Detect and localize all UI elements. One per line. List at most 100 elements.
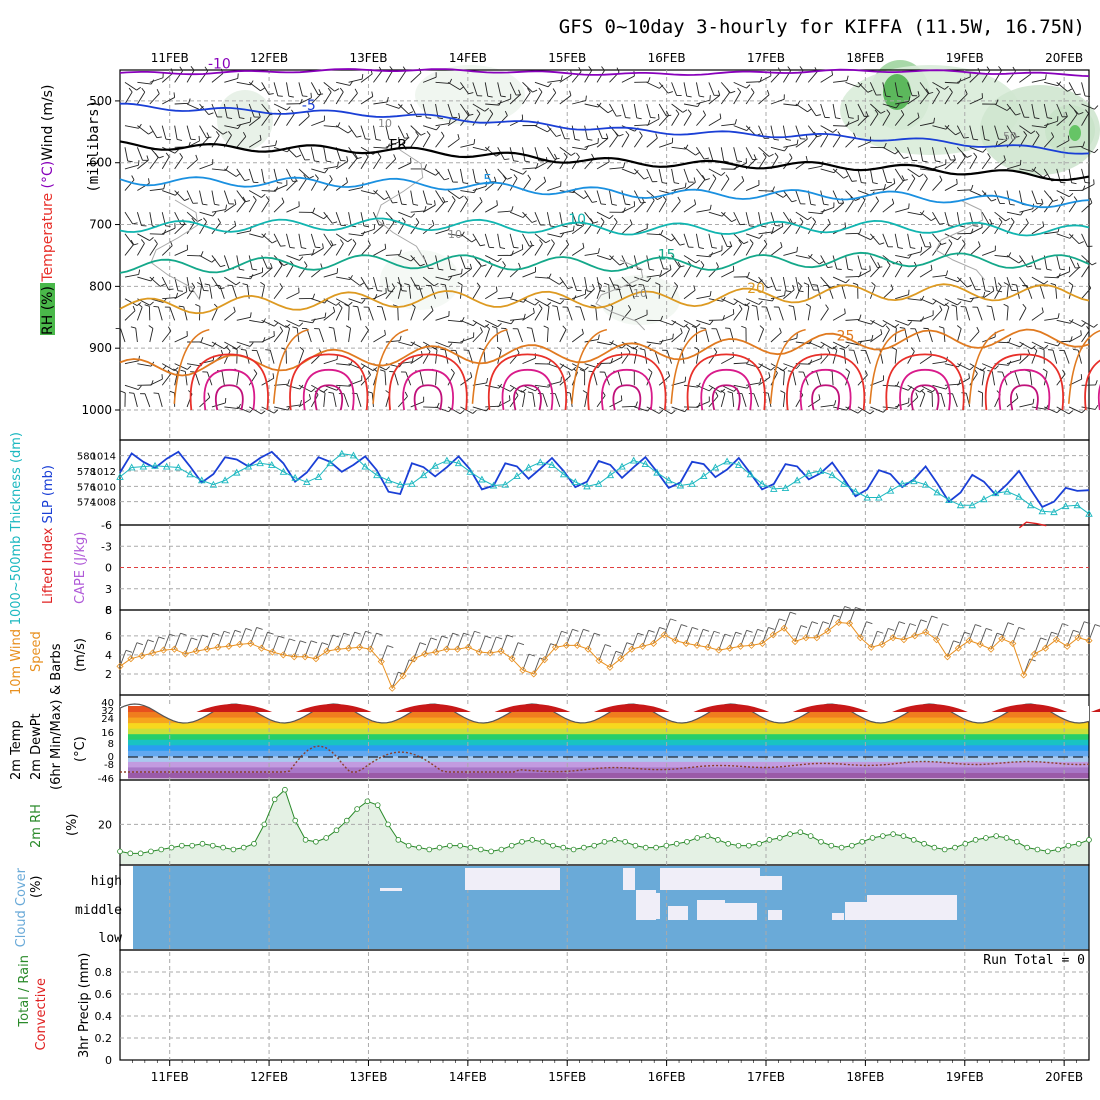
panel-frame-pr bbox=[119, 949, 1090, 1061]
wind-barb bbox=[348, 243, 357, 256]
wind-barb bbox=[360, 125, 366, 140]
wind-barb bbox=[1056, 233, 1071, 239]
wind-barb bbox=[708, 211, 723, 217]
wind-barb bbox=[273, 319, 287, 328]
wind-barb bbox=[484, 233, 490, 248]
temp-tick-label: -8 bbox=[104, 760, 114, 771]
wind-barb-flag bbox=[708, 387, 714, 392]
wind-barb bbox=[770, 71, 781, 83]
wind-barb-flag bbox=[992, 285, 995, 292]
wind-barb-flag bbox=[957, 235, 962, 241]
surface-heat-contour bbox=[686, 353, 766, 411]
wind-barb bbox=[286, 233, 291, 248]
wind-barb-flag bbox=[715, 262, 719, 268]
wind-barb-flag bbox=[177, 290, 183, 292]
wind-barb-flag bbox=[788, 305, 794, 307]
wind-barb-flag bbox=[1049, 196, 1054, 202]
wind-barb bbox=[496, 327, 499, 343]
wind-barb-flag bbox=[433, 283, 439, 287]
wind-barb-flag bbox=[1034, 117, 1040, 120]
wind-barb-flag bbox=[163, 229, 167, 235]
wind-barb-flag bbox=[827, 266, 833, 269]
wind-barb-flag bbox=[526, 327, 532, 329]
wind-barb-flag bbox=[332, 221, 338, 224]
wind-barb bbox=[981, 290, 995, 300]
wind-barb bbox=[944, 159, 956, 170]
wind-barb-flag bbox=[1067, 135, 1070, 141]
wind-barb-flag bbox=[660, 229, 664, 235]
thickness-tick-label: 580 bbox=[77, 452, 96, 463]
date-label-top: 16FEB bbox=[648, 51, 686, 65]
wind-barb-flag bbox=[746, 84, 751, 89]
wind-speed-point bbox=[355, 643, 364, 651]
wind-barb-flag bbox=[424, 205, 427, 212]
wind-barb-flag bbox=[998, 217, 1003, 223]
wind-barb-flag bbox=[128, 392, 135, 394]
thickness-point bbox=[886, 486, 895, 494]
wind-barb bbox=[1031, 203, 1044, 213]
wind-barb bbox=[1081, 103, 1095, 110]
wind-barb bbox=[460, 143, 475, 148]
wind-barb bbox=[932, 309, 943, 321]
wind-barb-flag bbox=[998, 66, 1002, 71]
wind-barb-flag bbox=[484, 323, 490, 328]
wind-barb bbox=[894, 147, 905, 159]
wind-barb-flag bbox=[865, 111, 869, 117]
wind-barb-flag bbox=[738, 239, 742, 245]
wind-barb bbox=[459, 168, 464, 183]
wind-barb bbox=[644, 349, 648, 364]
wind-barb bbox=[323, 82, 335, 92]
thickness-point bbox=[186, 470, 194, 478]
wind-barb bbox=[1019, 353, 1030, 364]
wind-barb bbox=[745, 243, 754, 256]
wind-barb-10m bbox=[206, 633, 214, 650]
wind-barb bbox=[559, 244, 569, 256]
wind-barb bbox=[547, 381, 562, 386]
wind-barb bbox=[1031, 168, 1044, 178]
wind-barb-flag bbox=[660, 315, 664, 321]
wind-barb-flag bbox=[870, 235, 875, 240]
wind-barb bbox=[323, 125, 338, 128]
wind-barb bbox=[286, 180, 297, 191]
wind-barb bbox=[932, 91, 940, 105]
wind-barb bbox=[1056, 406, 1070, 415]
wind-barb-flag bbox=[759, 325, 764, 330]
wind-barb-flag bbox=[921, 316, 925, 322]
wind-barb-10m-flag bbox=[648, 629, 655, 633]
wind-barb-10m-flag bbox=[1094, 624, 1100, 627]
wind-barb bbox=[658, 82, 669, 94]
wind-barb-10m-flag bbox=[452, 632, 459, 636]
precip-tick-label: 0.8 bbox=[95, 966, 113, 979]
temperature-peak bbox=[792, 704, 869, 712]
wind-barb-flag bbox=[877, 262, 881, 268]
wind-barb-10m-flag bbox=[245, 627, 252, 631]
wind-barb bbox=[174, 125, 178, 140]
wind-barb bbox=[741, 393, 747, 408]
wind-speed-point bbox=[290, 653, 298, 661]
wind-barb bbox=[223, 255, 230, 269]
wind-barb-flag bbox=[786, 290, 792, 293]
wind-barb-flag bbox=[562, 325, 567, 330]
wind-barb bbox=[746, 81, 761, 83]
wind-barb bbox=[335, 298, 349, 306]
wind-barb bbox=[1056, 190, 1070, 198]
wind-barb-flag bbox=[285, 325, 290, 329]
wind-barb-10m bbox=[729, 632, 737, 649]
wind-barb bbox=[273, 103, 287, 111]
surface-heat-contour bbox=[612, 384, 642, 411]
rh-shade-area bbox=[980, 85, 1100, 175]
wind-barb bbox=[236, 341, 251, 347]
wind-barb bbox=[385, 222, 395, 235]
wind-barb-flag bbox=[647, 77, 651, 83]
surface-heat-contour bbox=[487, 353, 568, 411]
rh-point bbox=[519, 838, 525, 845]
wind-speed-point bbox=[192, 647, 200, 655]
wind-barb-flag bbox=[529, 240, 533, 246]
wind-barb-10m-flag bbox=[985, 627, 993, 631]
wind-barb bbox=[460, 190, 475, 194]
temperature-color-band bbox=[128, 750, 1089, 757]
wind-barb-flag bbox=[636, 117, 642, 120]
wind-barb-flag bbox=[1008, 337, 1012, 343]
wind-barb bbox=[1019, 208, 1034, 213]
wind-barb bbox=[547, 276, 560, 285]
